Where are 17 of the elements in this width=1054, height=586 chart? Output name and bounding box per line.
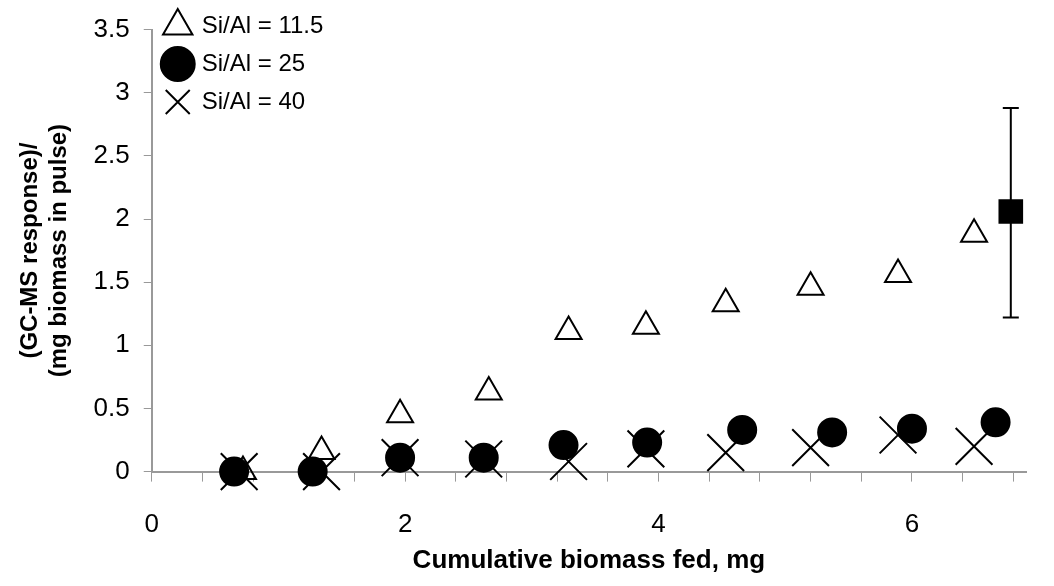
y-tick-label: 3.5 <box>93 12 130 43</box>
y-tick-label: 2.5 <box>93 139 130 170</box>
x-axis-title: Cumulative biomass fed, mg <box>412 543 766 574</box>
x-tick-label: 2 <box>397 508 413 539</box>
y-tick-label: 0 <box>115 454 130 485</box>
x-tick-label: 0 <box>144 508 159 539</box>
y-tick-label: 1 <box>115 328 130 359</box>
y-axis-title: (GC-MS response)/ (mg biomass in pulse) <box>15 123 71 378</box>
y-tick-label: 0.5 <box>93 391 130 422</box>
y-tick-label: 2 <box>115 202 130 233</box>
y-tick-label: 1.5 <box>93 265 130 296</box>
legend-label: Si/Al = 11.5 <box>201 10 324 38</box>
y-tick-label: 3 <box>115 75 130 106</box>
legend-label: Si/Al = 40 <box>201 86 306 114</box>
x-tick-label: 4 <box>651 508 666 539</box>
legend-label: Si/Al = 25 <box>201 48 306 76</box>
x-tick-label: 6 <box>904 508 920 539</box>
